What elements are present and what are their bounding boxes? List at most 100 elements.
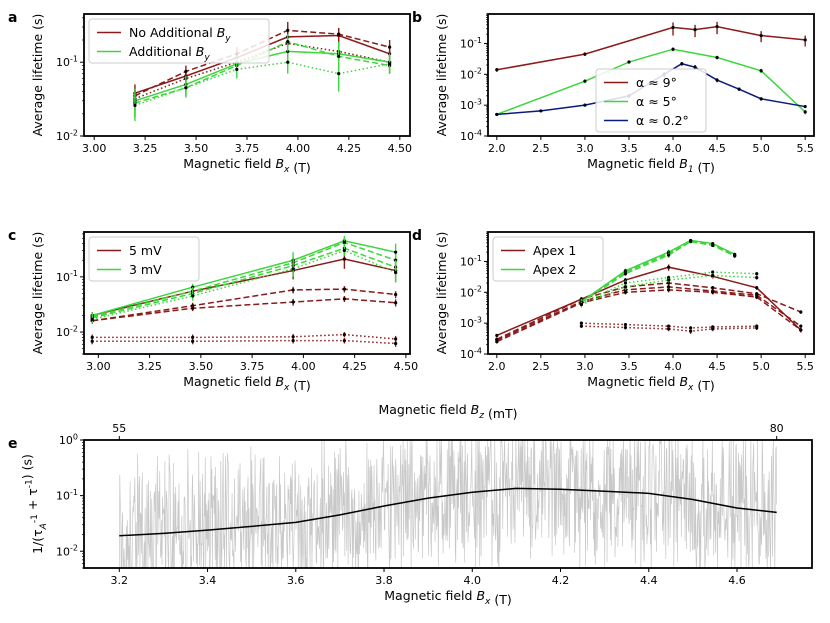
data-point <box>495 340 499 344</box>
x-tick-label: 4.4 <box>640 574 658 587</box>
data-point <box>495 333 499 338</box>
data-point <box>291 267 295 271</box>
data-point <box>627 60 631 64</box>
data-point <box>667 288 671 292</box>
y-tick-label: 10-2 <box>56 544 78 559</box>
data-point <box>191 335 195 339</box>
data-point <box>623 281 628 285</box>
series-line-d-4 <box>581 322 757 329</box>
data-point <box>342 297 346 301</box>
x-tick-label: 3.5 <box>620 360 638 373</box>
data-point <box>342 287 346 291</box>
x-axis-title: Magnetic field B1 (T) <box>587 156 715 175</box>
y-tick-label: 10-3 <box>460 98 482 113</box>
data-point <box>342 332 346 337</box>
data-point <box>623 290 628 294</box>
y-axis-title: Average lifetime (s) <box>30 232 45 355</box>
y-tick-label: 10-1 <box>56 269 78 284</box>
x-tick-label: 5.0 <box>752 360 770 373</box>
data-point <box>495 112 499 117</box>
plot-area-b <box>495 21 807 117</box>
legend-label: No Additional By <box>129 25 231 44</box>
data-point <box>394 250 398 254</box>
data-point <box>90 335 94 339</box>
x-tick-label: 4.0 <box>664 142 682 155</box>
top-x-tick-label: 80 <box>770 422 784 435</box>
data-point <box>191 306 195 310</box>
y-axis-title: Average lifetime (s) <box>434 14 449 137</box>
data-point <box>342 257 346 261</box>
x-tick-label: 4.00 <box>286 142 311 155</box>
data-point <box>286 40 290 44</box>
legend-box <box>88 18 270 64</box>
x-tick-label: 3.25 <box>137 360 162 373</box>
x-tick-label: 3.0 <box>576 360 594 373</box>
x-tick-label: 2.5 <box>532 142 550 155</box>
panel-d: 2.0 2.5 3.0 3.5 4.0 4.5 5.0 5.5 10-4 10-3 10-2 10-1… <box>412 228 815 393</box>
x-tick-label: 3.00 <box>82 142 107 155</box>
data-point <box>623 322 628 327</box>
data-point <box>235 67 239 71</box>
x-tick-label: 3.8 <box>375 574 393 587</box>
axes-frame <box>487 13 815 137</box>
data-point <box>715 25 719 29</box>
x-tick-label: 3.75 <box>240 360 265 373</box>
panel-a: 3.00 3.25 3.50 3.75 4.00 4.25 4.50 10-2 10-1 Magn… <box>8 10 412 175</box>
data-point <box>667 327 671 331</box>
y-tick-label: 10-2 <box>56 128 78 143</box>
data-point <box>667 278 671 282</box>
data-point <box>667 281 671 285</box>
data-point <box>715 78 719 82</box>
legend-label: α ≈ 0.2° <box>636 113 689 128</box>
x-tick-label: 3.2 <box>111 574 129 587</box>
x-tick-label: 3.0 <box>576 142 594 155</box>
panel-letter: a <box>8 10 17 26</box>
data-point <box>689 329 693 333</box>
series-line-d-9 <box>581 271 757 304</box>
data-point <box>90 339 94 343</box>
legend-label: α ≈ 9° <box>636 75 677 90</box>
axes-frame <box>83 231 411 355</box>
data-point <box>579 321 583 325</box>
x-tick-label: 4.25 <box>342 360 367 373</box>
x-tick-label: 2.0 <box>488 360 506 373</box>
y-tick-label: 10-1 <box>56 488 78 503</box>
data-point <box>291 338 295 343</box>
data-point <box>583 103 587 107</box>
data-point <box>623 285 628 289</box>
x-tick-label: 4.6 <box>728 574 746 587</box>
plot-area-c <box>90 236 398 347</box>
x-tick-label: 3.4 <box>199 574 217 587</box>
data-point <box>803 110 807 114</box>
data-point <box>667 285 671 289</box>
x-axis-title: Magnetic field Bx (T) <box>183 156 310 175</box>
panel-letter: c <box>8 228 16 244</box>
data-point <box>711 290 715 294</box>
y-tick-label: 10-1 <box>460 254 482 269</box>
series-line-c-4 <box>92 339 396 345</box>
data-point <box>394 301 398 305</box>
x-tick-label: 4.25 <box>337 142 362 155</box>
raw-trace <box>118 440 778 568</box>
data-point <box>291 300 295 304</box>
data-point <box>711 243 715 248</box>
data-point <box>337 72 341 76</box>
data-point <box>755 272 759 276</box>
data-point <box>388 45 392 49</box>
legend-box <box>595 68 707 133</box>
series-line-b-0 <box>496 25 806 71</box>
data-point <box>191 339 195 343</box>
x-tick-label: 2.0 <box>488 142 506 155</box>
x-tick-label: 4.00 <box>291 360 316 373</box>
data-point <box>539 109 543 113</box>
data-point <box>394 341 398 346</box>
x-tick-label: 4.0 <box>664 360 682 373</box>
data-point <box>286 28 290 32</box>
data-point <box>291 335 295 339</box>
y-tick-label: 10-1 <box>460 36 482 51</box>
y-tick-label: 10-2 <box>460 67 482 82</box>
data-point <box>583 52 587 56</box>
data-point <box>715 55 719 60</box>
data-point <box>667 253 671 257</box>
